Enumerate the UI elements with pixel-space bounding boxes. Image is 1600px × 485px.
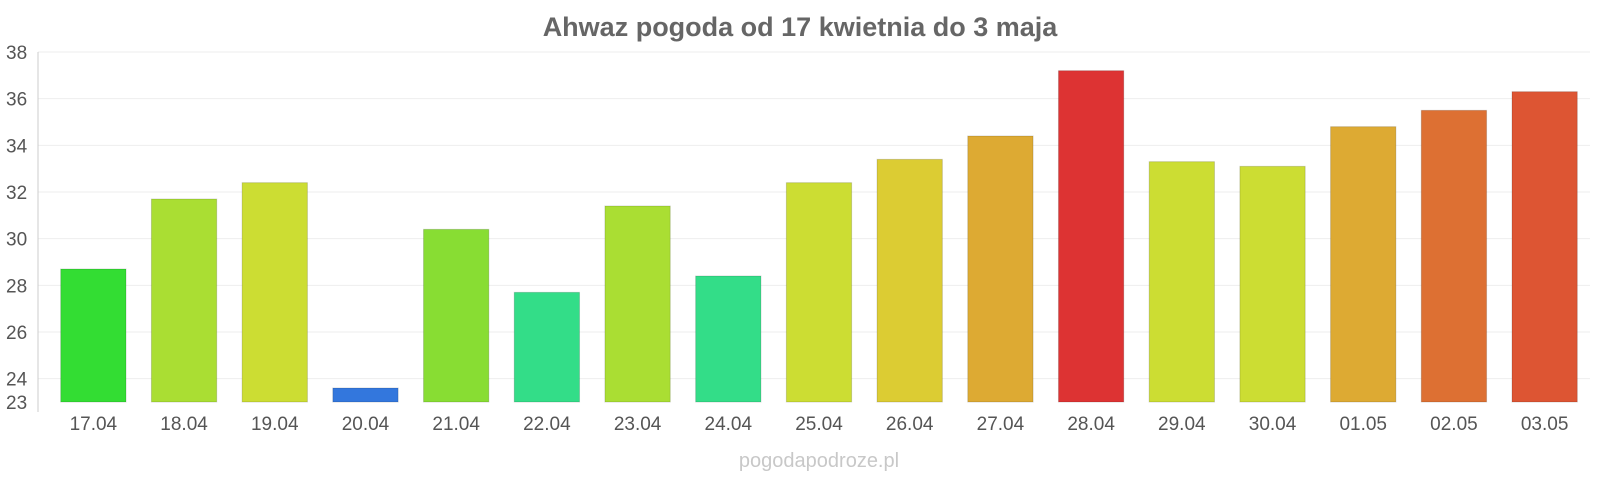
y-tick-label: 23 [6,393,27,414]
bar-22.04 [513,291,581,403]
x-tick-label: 29.04 [1158,414,1206,435]
bars [60,70,1578,403]
bar-27.04 [967,135,1034,403]
y-tick-label: 28 [6,276,27,297]
bar-29.04 [1148,161,1215,403]
y-tick-label: 34 [6,136,28,157]
x-tick-label: 17.04 [70,414,118,435]
bar-23.04 [604,205,671,403]
x-tick-label: 27.04 [977,414,1025,435]
x-tick-label: 02.05 [1430,414,1478,435]
x-tick-label: 21.04 [432,414,480,435]
x-tick-label: 03.05 [1521,414,1569,435]
y-tick-label: 38 [6,43,27,64]
bar-21.04 [423,228,490,403]
x-tick-label: 24.04 [705,414,753,435]
x-tick-label: 22.04 [523,414,571,435]
y-tick-label: 24 [6,370,28,391]
y-tick-label: 32 [6,183,27,204]
bar-30.04 [1239,165,1306,403]
bar-18.04 [150,198,218,403]
bar-17.04 [60,268,127,403]
x-tick-label: 25.04 [795,414,843,435]
x-tick-label: 01.05 [1339,414,1387,435]
bar-20.04 [332,387,399,403]
y-tick-label: 30 [6,230,27,251]
bar-03.05 [1511,91,1578,403]
bar-19.04 [241,182,308,403]
x-tick-label: 20.04 [342,414,390,435]
bar-24.04 [695,275,762,403]
bar-26.04 [876,158,943,403]
chart-title: Ahwaz pogoda od 17 kwietnia do 3 maja [543,12,1059,42]
bar-28.04 [1057,70,1125,403]
watermark: pogodapodroze.pl [739,450,899,472]
x-tick-label: 19.04 [251,414,299,435]
y-tick-label: 36 [6,90,27,111]
bar-25.04 [785,182,853,403]
y-tick-label: 26 [6,323,27,344]
x-tick-label: 23.04 [614,414,662,435]
x-tick-label: 26.04 [886,414,934,435]
x-tick-label: 18.04 [160,414,208,435]
x-tick-label: 30.04 [1249,414,1297,435]
x-tick-label: 28.04 [1067,414,1115,435]
bar-01.05 [1330,126,1397,403]
bar-02.05 [1420,109,1488,403]
